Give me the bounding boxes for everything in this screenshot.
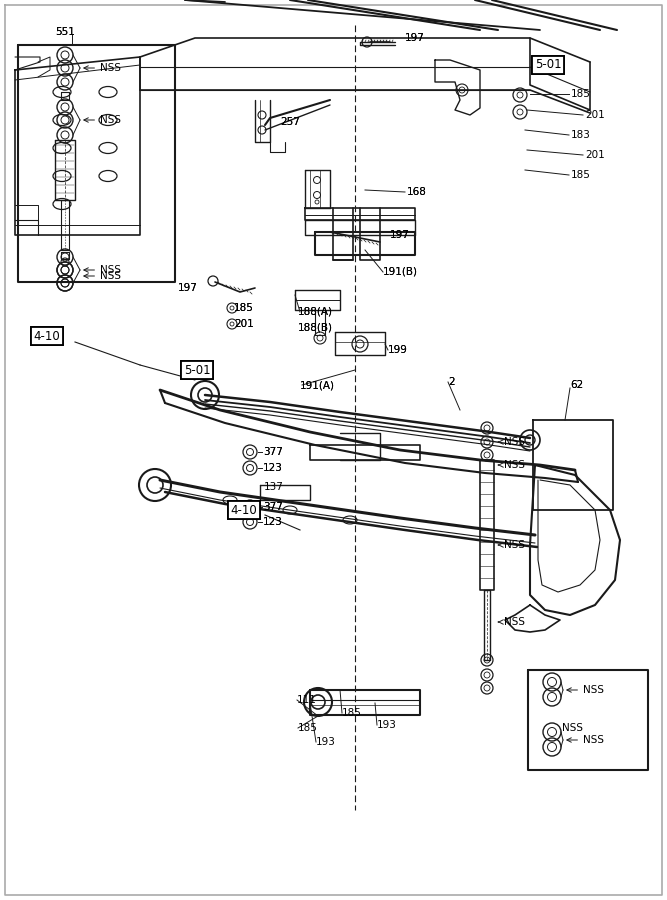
Text: 551: 551: [55, 27, 75, 37]
Text: NSS: NSS: [498, 540, 525, 550]
Text: 191(A): 191(A): [300, 380, 335, 390]
Text: 193: 193: [316, 737, 336, 747]
Text: NSS: NSS: [498, 460, 525, 470]
Text: 551: 551: [55, 27, 75, 37]
Text: 197: 197: [178, 283, 198, 293]
Text: 123: 123: [263, 463, 283, 473]
Text: 257: 257: [280, 117, 300, 127]
Text: 137: 137: [264, 482, 284, 492]
Text: 5-01: 5-01: [183, 364, 210, 376]
Text: 188(A): 188(A): [298, 307, 333, 317]
Text: 168: 168: [407, 187, 427, 197]
Text: 185: 185: [571, 170, 591, 180]
Text: 62: 62: [570, 380, 583, 390]
Text: 4-10: 4-10: [231, 503, 257, 517]
Text: NSS: NSS: [84, 271, 121, 281]
Text: 199: 199: [388, 345, 408, 355]
Text: 191(B): 191(B): [383, 267, 418, 277]
Text: 4-10: 4-10: [33, 329, 61, 343]
Text: NSS: NSS: [562, 723, 583, 733]
Text: 201: 201: [234, 319, 253, 329]
Text: 123: 123: [263, 517, 283, 527]
Text: NSS: NSS: [567, 685, 604, 695]
Text: 4-10: 4-10: [231, 503, 257, 517]
Text: 168: 168: [407, 187, 427, 197]
Text: 185: 185: [234, 303, 254, 313]
Text: 377: 377: [263, 447, 283, 457]
Text: 5-01: 5-01: [535, 58, 562, 71]
Text: 201: 201: [234, 319, 253, 329]
Text: NSS: NSS: [84, 115, 121, 125]
Text: 188(A): 188(A): [298, 307, 333, 317]
Text: 2: 2: [448, 377, 455, 387]
Text: 188(B): 188(B): [298, 323, 333, 333]
Text: 2: 2: [448, 377, 455, 387]
Text: 197: 197: [390, 230, 410, 240]
Text: 185: 185: [234, 303, 254, 313]
Text: NSS: NSS: [567, 735, 604, 745]
Text: 123: 123: [263, 517, 283, 527]
Text: 377: 377: [263, 447, 283, 457]
Text: 191(B): 191(B): [383, 267, 418, 277]
Text: 5-01: 5-01: [183, 364, 210, 376]
Text: 199: 199: [388, 345, 408, 355]
Text: 111: 111: [297, 695, 317, 705]
Text: 185: 185: [571, 89, 591, 99]
Text: 123: 123: [263, 463, 283, 473]
Text: 197: 197: [178, 283, 198, 293]
Text: 377: 377: [263, 502, 283, 512]
Text: 185: 185: [298, 723, 318, 733]
Text: NSS: NSS: [84, 265, 121, 275]
Text: 193: 193: [377, 720, 397, 730]
Text: 377: 377: [263, 502, 283, 512]
Text: NSS: NSS: [498, 617, 525, 627]
Text: 185: 185: [342, 708, 362, 718]
Text: 188(B): 188(B): [298, 323, 333, 333]
Text: 62: 62: [570, 380, 583, 390]
Text: 257: 257: [280, 117, 300, 127]
Text: 197: 197: [405, 33, 425, 43]
Text: NSS: NSS: [498, 437, 525, 447]
Text: 197: 197: [390, 230, 410, 240]
Text: 191(A): 191(A): [300, 380, 335, 390]
Text: 201: 201: [585, 110, 605, 120]
Text: 183: 183: [571, 130, 591, 140]
Text: NSS: NSS: [84, 63, 121, 73]
Text: 5-01: 5-01: [535, 58, 562, 71]
Text: 201: 201: [585, 150, 605, 160]
Text: 4-10: 4-10: [33, 329, 61, 343]
Text: 197: 197: [405, 33, 425, 43]
